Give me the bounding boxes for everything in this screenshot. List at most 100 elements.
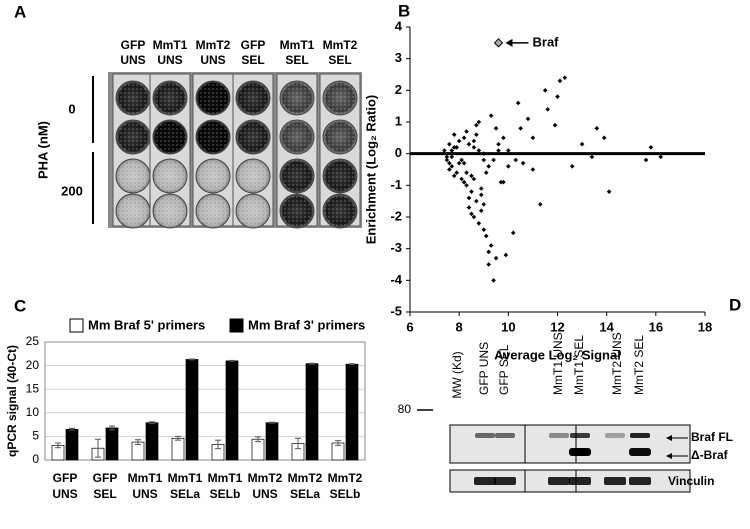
point xyxy=(464,129,469,134)
y-tick-label: 0 xyxy=(395,145,402,160)
point xyxy=(601,135,607,141)
x-tick-label: UNS xyxy=(252,487,277,501)
error-bar xyxy=(269,421,275,424)
point xyxy=(530,167,536,172)
point xyxy=(493,255,499,261)
well-texture xyxy=(324,82,356,114)
annotation: Braf xyxy=(533,34,560,49)
band xyxy=(629,448,651,456)
bar xyxy=(225,360,239,461)
bar xyxy=(105,427,119,461)
point xyxy=(542,88,548,93)
column-label: MmT1 xyxy=(153,38,188,52)
error-bar xyxy=(215,439,221,450)
point xyxy=(496,148,501,153)
point xyxy=(486,262,491,267)
y-tick-label: 15 xyxy=(26,381,40,395)
point xyxy=(481,151,487,156)
point xyxy=(454,170,460,175)
point xyxy=(449,148,455,153)
lane-label: GFP UNS xyxy=(477,342,491,395)
band-label: Vinculin xyxy=(668,474,714,488)
y-tick-label: 0 xyxy=(32,452,39,466)
error-bar xyxy=(55,442,61,449)
bar xyxy=(185,359,199,461)
band xyxy=(474,477,496,485)
blot xyxy=(575,424,691,464)
arrow-head xyxy=(666,453,672,459)
column-label: GFP xyxy=(121,38,146,52)
x-tick-label: 12 xyxy=(550,319,564,334)
point xyxy=(471,138,477,144)
well-texture xyxy=(154,82,186,114)
point xyxy=(481,227,487,232)
point xyxy=(537,202,543,207)
point xyxy=(474,122,479,128)
point xyxy=(456,138,462,144)
row-label: 0 xyxy=(68,101,75,116)
error-bar xyxy=(335,440,341,446)
error-bar xyxy=(309,362,315,365)
well-texture xyxy=(197,195,229,227)
point xyxy=(449,154,455,160)
y-tick-label: 2 xyxy=(395,82,402,97)
point xyxy=(461,160,467,166)
x-tick-label: 8 xyxy=(456,319,463,334)
point xyxy=(476,221,482,226)
well-texture xyxy=(117,82,149,114)
y-tick-label: -4 xyxy=(390,272,402,287)
band xyxy=(604,477,626,485)
point xyxy=(447,167,452,172)
band-label: Δ-Braf xyxy=(691,448,729,462)
axis-label: PHA (nM) xyxy=(35,121,50,179)
point xyxy=(447,141,452,147)
point xyxy=(557,78,563,84)
x-tick-label: UNS xyxy=(132,487,157,501)
band xyxy=(570,433,590,438)
point xyxy=(498,179,504,185)
y-tick-label: 5 xyxy=(32,429,39,443)
point xyxy=(510,230,516,236)
y-tick-label: 10 xyxy=(26,405,40,419)
x-tick-label: MmT1 xyxy=(208,471,243,485)
point xyxy=(496,141,501,147)
band-label: Braf FL xyxy=(691,430,733,444)
point xyxy=(648,145,654,150)
point xyxy=(594,126,600,131)
point xyxy=(466,141,472,147)
row-label: 200 xyxy=(61,183,83,198)
point xyxy=(545,107,550,112)
column-label: UNS xyxy=(200,53,225,67)
legend-label: Mm Braf 5' primers xyxy=(88,317,205,332)
arrow-head xyxy=(666,435,672,441)
marker-label: 80 xyxy=(398,402,412,416)
point xyxy=(466,195,472,201)
column-label: SEL xyxy=(328,53,351,67)
point xyxy=(469,211,474,217)
lane-label: MmT2 UNS xyxy=(610,332,624,395)
point xyxy=(491,157,496,163)
point xyxy=(451,132,457,137)
point xyxy=(562,75,568,80)
point xyxy=(474,132,479,137)
point xyxy=(491,278,496,283)
x-tick-label: 16 xyxy=(649,319,663,334)
point xyxy=(469,189,474,194)
point xyxy=(483,233,489,239)
point xyxy=(449,164,455,169)
y-tick-label: -1 xyxy=(390,177,402,192)
point xyxy=(478,192,484,198)
arrow-head xyxy=(505,38,513,47)
well-texture xyxy=(324,160,356,192)
point xyxy=(506,148,511,153)
point xyxy=(476,119,482,125)
x-axis-label: Average Log₂ Signal xyxy=(494,347,621,362)
bar xyxy=(305,363,319,461)
well-texture xyxy=(154,195,186,227)
point xyxy=(461,179,467,185)
x-tick-label: GFP xyxy=(53,471,78,485)
point xyxy=(474,198,479,204)
x-tick-label: MmT2 xyxy=(288,471,323,485)
point xyxy=(459,176,464,182)
